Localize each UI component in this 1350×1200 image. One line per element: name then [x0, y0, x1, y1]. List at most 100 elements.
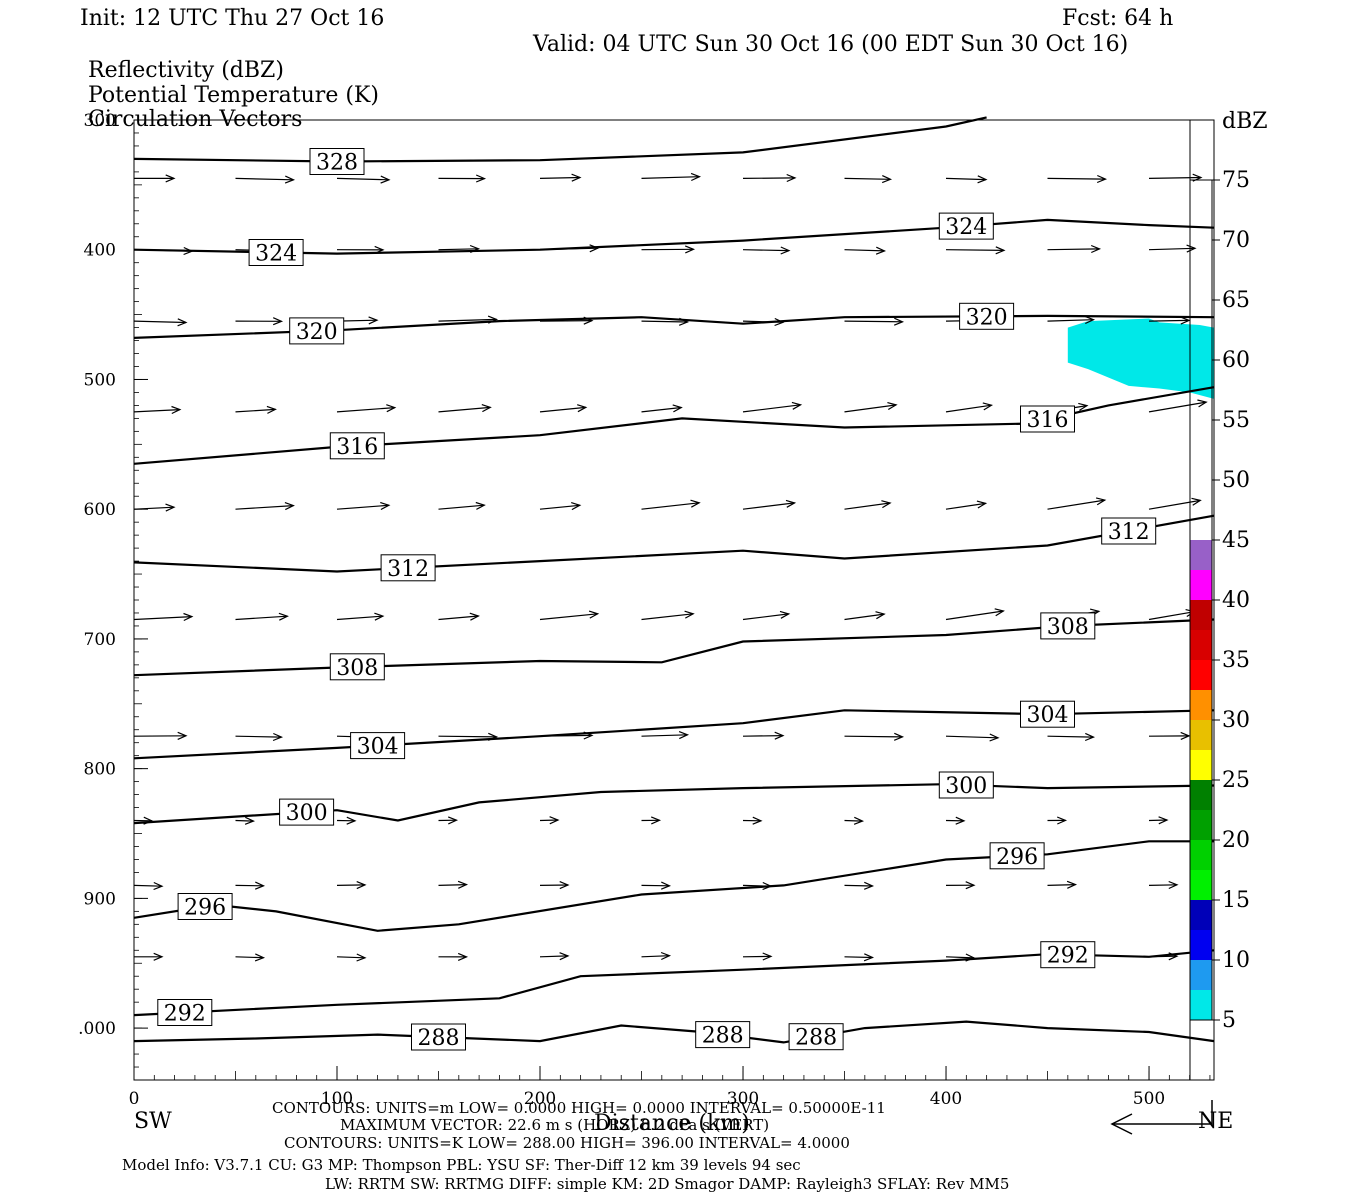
- contour-label-304: 304: [1020, 700, 1075, 728]
- vector-arrow: [1148, 731, 1191, 740]
- vector-arrow: [844, 732, 905, 741]
- vector-arrow: [438, 952, 469, 961]
- vector-arrow: [133, 881, 164, 891]
- svg-text:292: 292: [164, 1002, 206, 1027]
- x-tick-label: 400: [930, 1089, 962, 1109]
- vector-arrow: [539, 610, 600, 621]
- vector-arrow: [1148, 399, 1208, 413]
- theta-contour-324: [133, 218, 1215, 255]
- vector-arrow: [539, 952, 570, 961]
- svg-text:316: 316: [336, 435, 378, 460]
- vector-arrow: [945, 816, 966, 825]
- vector-arrow: [641, 816, 662, 825]
- colorbar-label: 5: [1222, 1008, 1236, 1033]
- vector-arrow: [742, 610, 791, 621]
- svg-text:308: 308: [1047, 615, 1089, 640]
- vector-arrow: [742, 246, 791, 255]
- svg-text:288: 288: [702, 1024, 744, 1049]
- vector-arrow: [844, 881, 875, 890]
- vector-arrow: [134, 952, 164, 961]
- vector-arrow: [945, 246, 1006, 255]
- colorbar-label: 10: [1222, 948, 1250, 973]
- vector-arrow: [945, 500, 988, 510]
- contour-label-292: 292: [157, 999, 213, 1027]
- svg-text:288: 288: [795, 1026, 837, 1051]
- vector-arrow: [1148, 880, 1179, 890]
- vector-arrow: [336, 953, 367, 962]
- colorbar-bin: [1190, 810, 1212, 840]
- colorbar-bin: [1190, 990, 1212, 1020]
- vector-arrow: [1148, 316, 1191, 325]
- vector-arrow: [844, 611, 886, 621]
- vector-arrow: [742, 173, 797, 183]
- vector-arrow: [1047, 732, 1096, 742]
- vector-arrow: [1047, 497, 1107, 510]
- y-tick-label: 700: [84, 630, 116, 650]
- vector-arrow: [945, 881, 976, 890]
- colorbar-bin: [1190, 690, 1212, 720]
- svg-text:308: 308: [336, 656, 378, 681]
- vector-arrow: [844, 500, 892, 510]
- init-time: Init: 12 UTC Thu 27 Oct 16: [80, 6, 384, 31]
- theta-contours: 328 324 324 320 320 316 316 312 312 308 308 304 304 3…: [133, 116, 1215, 1051]
- theta-contour-312: [133, 514, 1215, 573]
- vector-arrow: [539, 173, 582, 182]
- vector-arrow: [1148, 816, 1169, 825]
- vector-arrow: [742, 731, 785, 740]
- vector-arrow: [844, 175, 893, 184]
- contour-label-304: 304: [350, 732, 406, 760]
- vector-arrow: [235, 816, 256, 825]
- vector-arrow: [336, 612, 385, 621]
- svg-text:292: 292: [1047, 944, 1089, 969]
- y-axis: 300 400 500 600 700 800 900 .000: [78, 111, 148, 1081]
- vector-arrow: [641, 404, 683, 413]
- vector-arrow: [641, 731, 690, 740]
- svg-text:296: 296: [996, 845, 1038, 870]
- vector-arrow: [1148, 609, 1196, 621]
- colorbar-label: 70: [1222, 228, 1250, 253]
- vector-arrow: [1047, 244, 1102, 254]
- vector-arrow: [235, 317, 284, 326]
- contour-label-320: 320: [289, 317, 345, 345]
- vector-arrow: [844, 402, 898, 413]
- vector-arrow: [539, 404, 588, 413]
- svg-text:316: 316: [1027, 408, 1069, 433]
- contour-label-324: 324: [938, 212, 994, 240]
- colorbar-label: 75: [1222, 168, 1250, 193]
- y-tick-label: 600: [84, 500, 116, 520]
- vector-arrow: [1047, 174, 1108, 184]
- vector-arrow: [133, 731, 188, 740]
- contour-label-288: 288: [695, 1021, 751, 1049]
- colorbar-bin: [1190, 780, 1212, 810]
- contour-label-296: 296: [177, 893, 233, 921]
- footer-max-vector: MAXIMUM VECTOR: 22.6 m s (HORZ) 8.2 dPa …: [340, 1116, 769, 1134]
- contour-label-308: 308: [329, 653, 385, 681]
- vector-arrow: [742, 499, 797, 510]
- colorbar-label: 35: [1222, 648, 1250, 673]
- vector-arrow: [336, 175, 391, 184]
- vector-arrow: [641, 610, 695, 621]
- colorbar-label: 65: [1222, 288, 1250, 313]
- orientation-left: SW: [134, 1109, 172, 1134]
- vector-arrow: [1047, 816, 1068, 825]
- vector-arrow: [235, 612, 289, 621]
- vector-arrow: [641, 499, 701, 510]
- vector-arrow: [1148, 497, 1202, 510]
- theta-contour-292: [133, 949, 1215, 1017]
- colorbar-bin: [1190, 840, 1212, 870]
- vector-arrow: [336, 881, 367, 890]
- x-tick-label: 100: [321, 1089, 353, 1109]
- svg-text:324: 324: [255, 242, 297, 267]
- contour-label-312: 312: [1101, 517, 1157, 545]
- vector-arrow: [438, 174, 487, 183]
- y-tick-label: .000: [78, 1019, 116, 1039]
- vector-arrow: [133, 405, 182, 415]
- colorbar-bin: [1190, 750, 1212, 780]
- svg-text:320: 320: [296, 320, 338, 345]
- vector-arrow: [133, 503, 176, 512]
- colorbar-label: 40: [1222, 588, 1250, 613]
- x-tick-label: 200: [524, 1089, 556, 1109]
- svg-text:304: 304: [357, 735, 399, 760]
- theta-contour-296: [133, 840, 1214, 932]
